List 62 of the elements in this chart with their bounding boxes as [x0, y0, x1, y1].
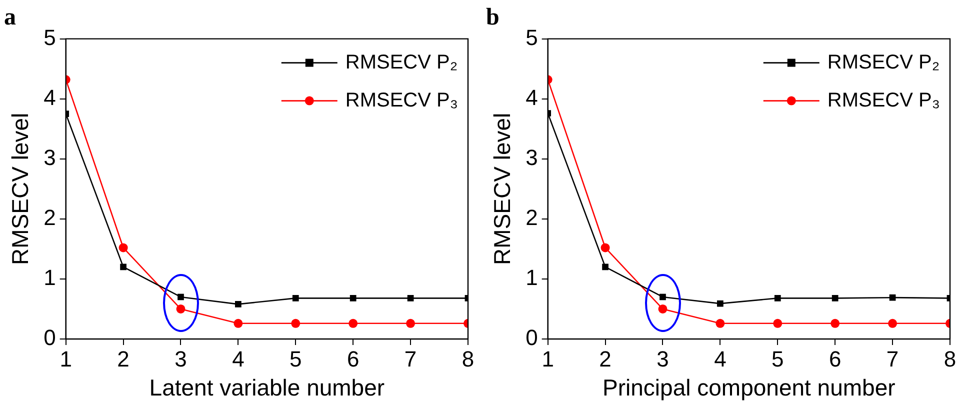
point — [118, 243, 128, 252]
x-axis-title: Principal component number — [602, 374, 896, 401]
x-tick-label: 6 — [346, 346, 360, 372]
x-tick-label: 1 — [60, 346, 72, 372]
x-tick-label: 2 — [117, 346, 130, 372]
point — [235, 300, 242, 308]
point — [658, 304, 668, 314]
point — [120, 264, 126, 270]
y-tick-label: 2 — [526, 204, 538, 230]
x-axis-title: Latent variable number — [149, 374, 385, 401]
point — [178, 294, 184, 300]
chart-title: a — [4, 4, 16, 31]
point — [717, 300, 724, 307]
x-tick-label: 6 — [828, 346, 842, 372]
point — [176, 304, 186, 314]
y-tick-label: 3 — [526, 144, 538, 170]
point — [888, 318, 898, 328]
x-tick-label: 5 — [290, 346, 302, 372]
x-tick-label: 5 — [772, 346, 784, 372]
y-tick-label: 2 — [44, 204, 56, 230]
point — [348, 318, 358, 328]
point — [773, 318, 782, 328]
point — [291, 318, 300, 328]
x-tick-label: 1 — [542, 346, 554, 372]
y-axis-title: RMSECV level — [7, 112, 34, 265]
y-tick-label: 4 — [526, 84, 538, 110]
x-tick-label: 3 — [174, 346, 187, 372]
legend-label: RMSECV P₃ — [827, 89, 940, 112]
legend-label: RMSECV P₂ — [827, 51, 940, 74]
point — [602, 264, 608, 270]
point — [830, 318, 840, 328]
legend-label: RMSECV P₃ — [345, 89, 458, 112]
y-tick-label: 1 — [44, 265, 56, 290]
x-tick-label: 8 — [944, 346, 956, 372]
x-tick-label: 2 — [599, 346, 612, 372]
y-tick-label: 0 — [44, 325, 56, 350]
point — [660, 294, 666, 300]
point — [406, 318, 416, 328]
x-tick-label: 4 — [714, 346, 726, 372]
y-tick-label: 5 — [44, 24, 56, 50]
point — [774, 294, 781, 302]
point — [292, 294, 299, 302]
point — [407, 294, 414, 302]
chart-title: b — [486, 4, 500, 31]
legend-label: RMSECV P₂ — [345, 51, 458, 74]
point — [716, 318, 725, 328]
x-tick-label: 7 — [404, 346, 417, 372]
point — [600, 243, 610, 252]
y-axis-title: RMSECV level — [489, 112, 516, 265]
y-tick-label: 0 — [526, 325, 538, 350]
point — [234, 318, 243, 328]
point — [832, 294, 838, 302]
point — [889, 294, 896, 301]
y-tick-label: 4 — [44, 84, 56, 110]
point — [350, 294, 356, 302]
x-tick-label: 8 — [462, 346, 474, 372]
x-tick-label: 4 — [232, 346, 244, 372]
x-tick-label: 3 — [656, 346, 669, 372]
y-tick-label: 5 — [526, 24, 538, 50]
y-tick-label: 3 — [44, 144, 56, 170]
x-tick-label: 7 — [886, 346, 899, 372]
y-tick-label: 1 — [526, 265, 538, 290]
